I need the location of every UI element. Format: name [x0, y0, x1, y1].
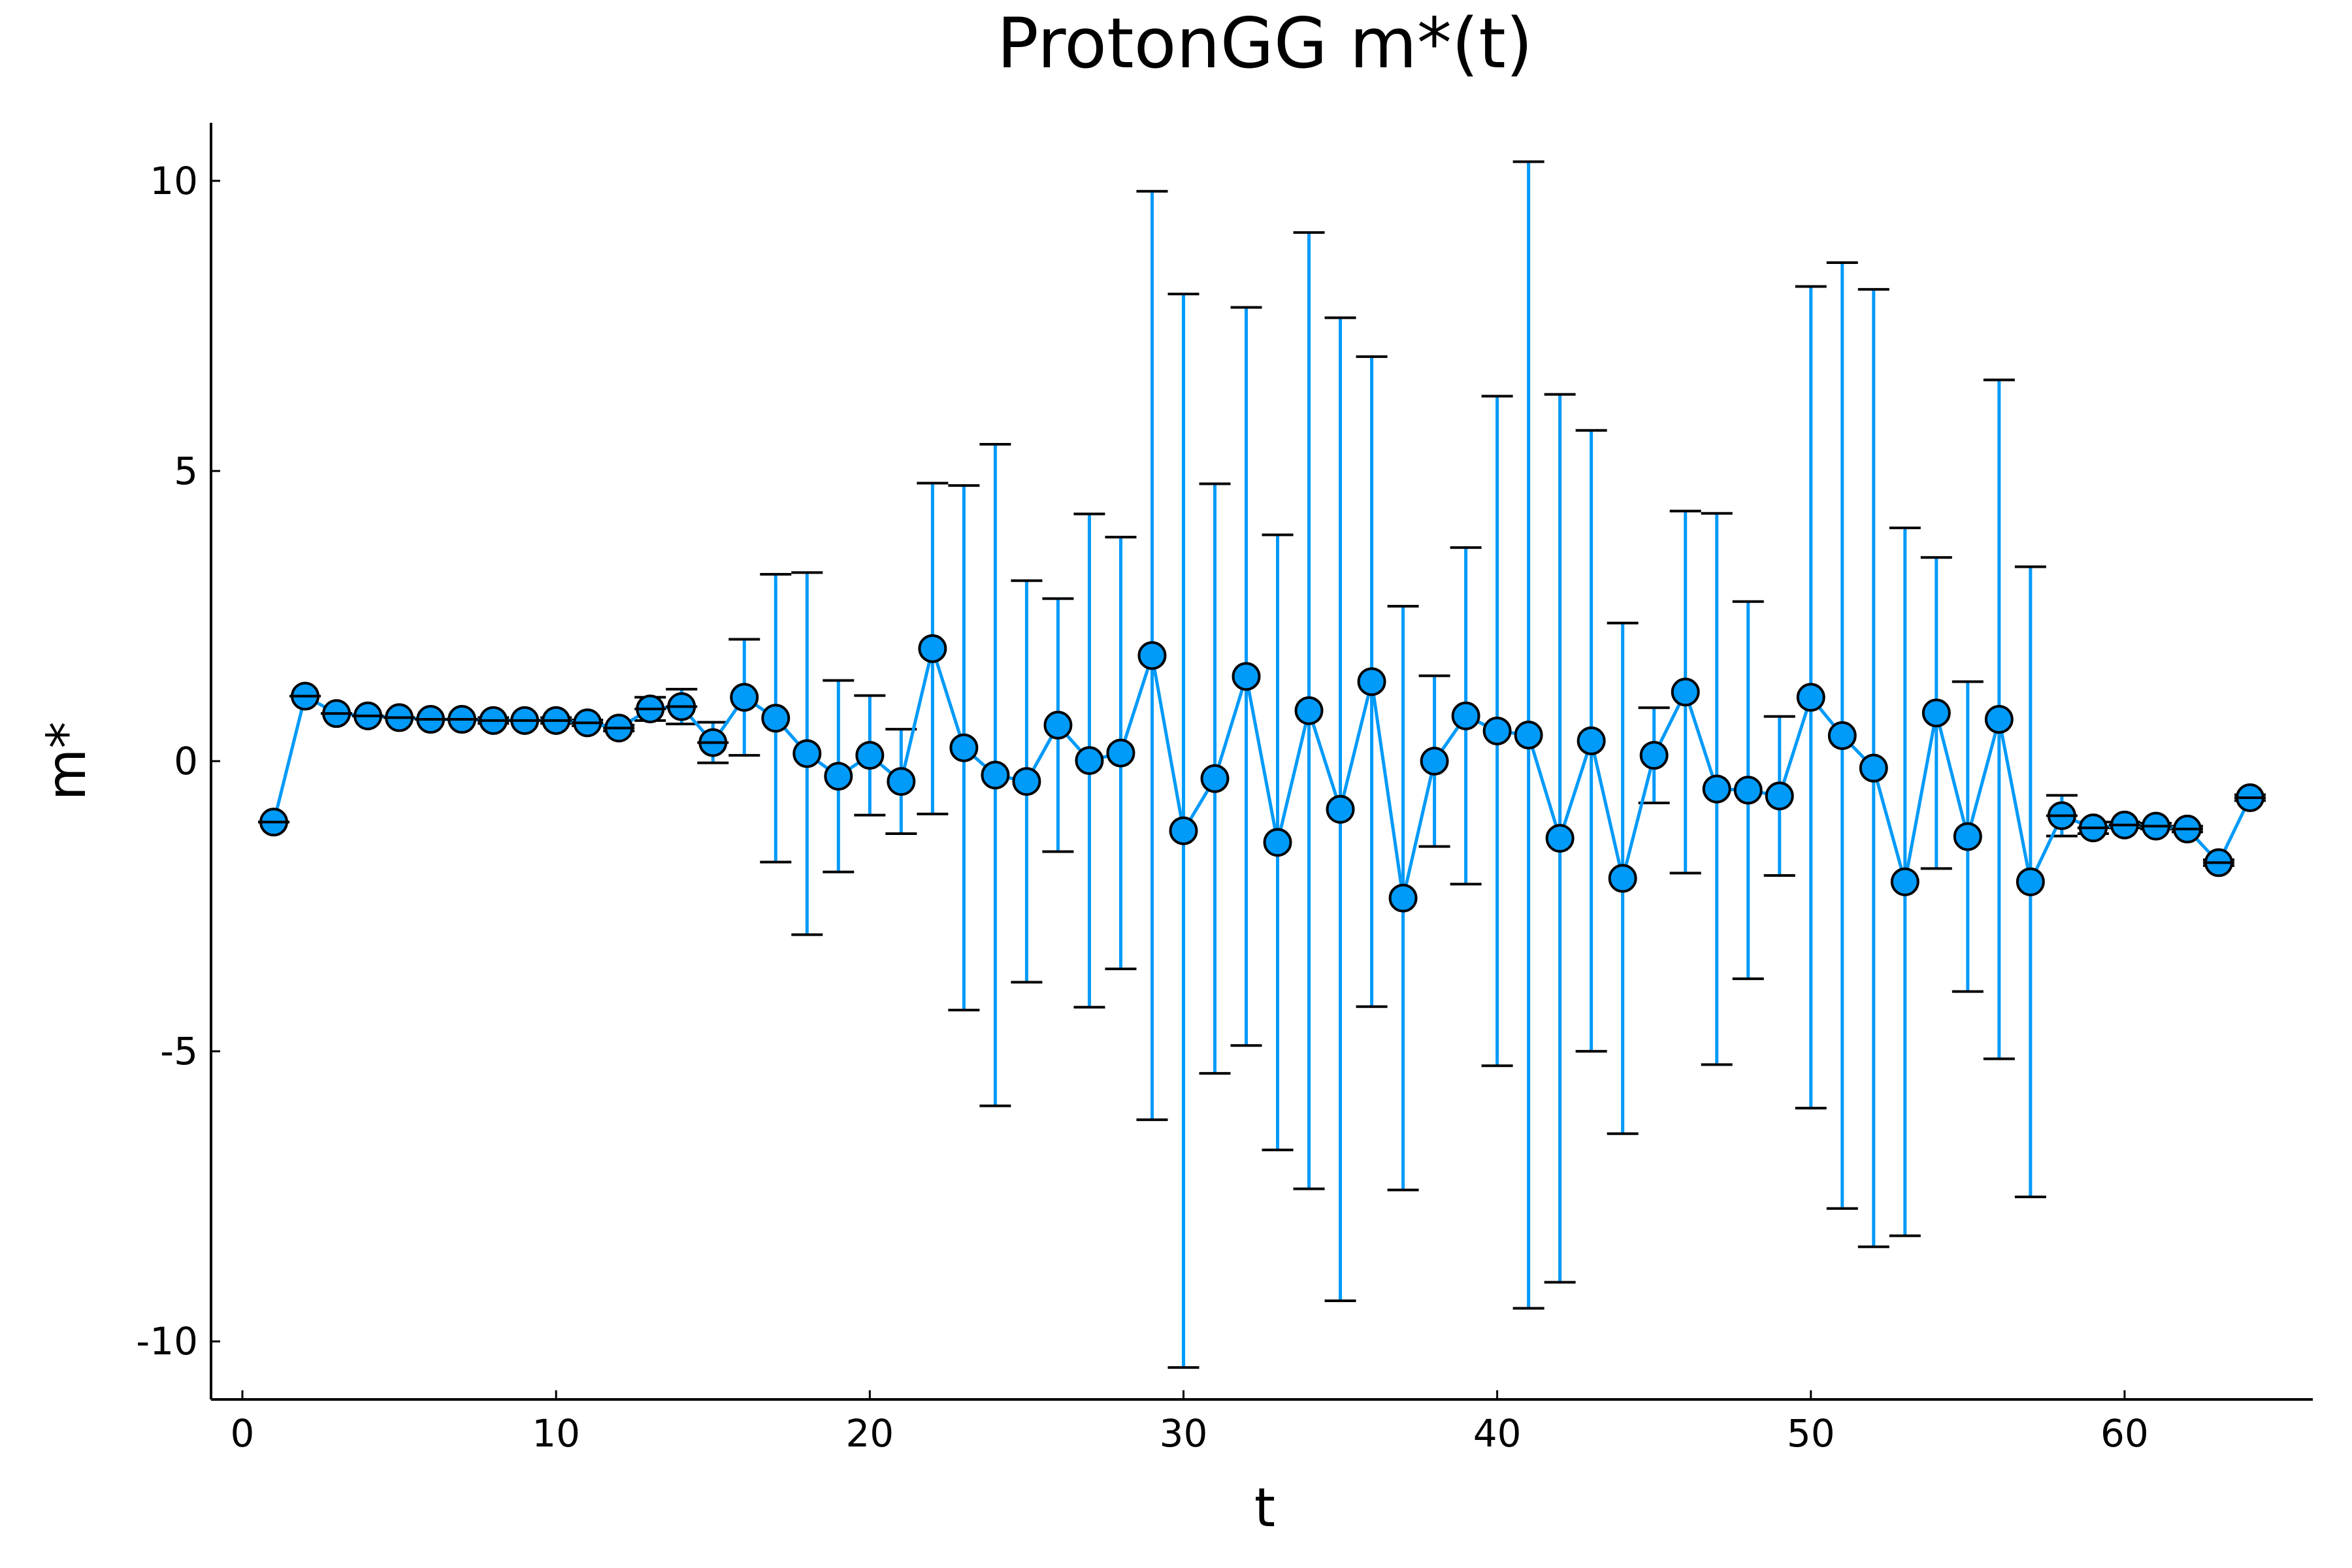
data-point — [761, 704, 791, 733]
x-tick-label: 50 — [1787, 1411, 1835, 1456]
data-point — [1608, 864, 1637, 893]
data-point — [1796, 683, 1825, 712]
x-axis-ticks: 0 10 20 30 40 50 60 — [231, 1390, 2149, 1456]
x-tick-label: 60 — [2100, 1411, 2149, 1456]
data-point — [1890, 867, 1919, 896]
y-axis-ticks: -10 -5 0 5 10 — [136, 159, 220, 1364]
data-point — [792, 739, 822, 768]
data-point — [1326, 794, 1355, 824]
data-point — [1106, 738, 1135, 768]
data-point — [1263, 828, 1292, 857]
data-point — [981, 760, 1010, 790]
y-axis-label: m* — [36, 722, 98, 801]
x-tick-label: 0 — [231, 1411, 255, 1456]
data-point — [1984, 705, 2014, 734]
data-point — [1451, 701, 1480, 730]
data-point — [1232, 662, 1261, 691]
x-axis-label: t — [1254, 1477, 1275, 1539]
data-point — [1733, 776, 1763, 805]
data-point — [1827, 721, 1857, 750]
data-point — [1012, 767, 1041, 796]
y-tick-label: 10 — [150, 159, 198, 203]
series-line — [272, 642, 2252, 899]
x-tick-label: 30 — [1160, 1411, 1208, 1456]
data-point — [1137, 641, 1167, 670]
data-point — [1420, 747, 1449, 776]
data-point — [1545, 824, 1575, 853]
plot-area — [258, 160, 2266, 1369]
data-point — [1169, 816, 1198, 845]
data-point — [1765, 781, 1794, 811]
data-point — [1921, 698, 1951, 728]
data-point — [1953, 822, 1982, 851]
data-point — [1200, 764, 1230, 793]
y-tick-label: 0 — [174, 739, 198, 783]
data-point — [730, 683, 759, 712]
data-points — [258, 634, 2266, 913]
x-tick-label: 20 — [845, 1411, 894, 1456]
y-tick-label: -10 — [136, 1319, 198, 1364]
data-point — [1075, 746, 1104, 776]
x-tick-label: 40 — [1473, 1411, 1522, 1456]
data-point — [1702, 774, 1731, 804]
data-point — [1576, 726, 1606, 755]
data-point — [1671, 678, 1700, 707]
data-point — [918, 634, 947, 663]
data-point — [1482, 716, 1512, 745]
data-point — [949, 733, 979, 762]
data-point — [1388, 883, 1418, 913]
data-point — [824, 762, 853, 791]
data-point — [2016, 867, 2045, 896]
data-point — [1357, 667, 1386, 696]
y-tick-label: -5 — [160, 1029, 198, 1073]
data-point — [1294, 696, 1324, 725]
data-point — [1859, 753, 1888, 783]
data-point — [887, 767, 916, 796]
data-point — [855, 741, 885, 770]
y-tick-label: 5 — [174, 449, 198, 493]
data-point — [1514, 721, 1543, 750]
chart-title: ProtonGG m*(t) — [997, 3, 1533, 84]
data-point — [1639, 741, 1669, 770]
data-point — [1043, 710, 1073, 740]
x-tick-label: 10 — [532, 1411, 580, 1456]
